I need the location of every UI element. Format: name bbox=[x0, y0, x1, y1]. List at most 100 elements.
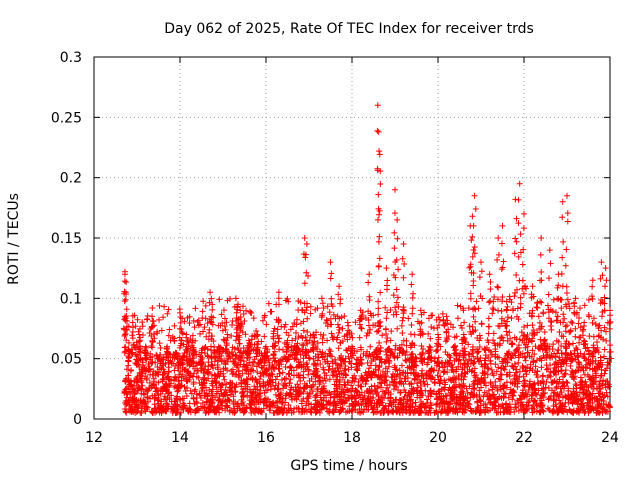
data-point bbox=[123, 375, 130, 382]
data-point bbox=[165, 357, 172, 364]
data-point bbox=[158, 409, 165, 416]
data-point bbox=[577, 366, 584, 373]
data-point bbox=[590, 333, 597, 340]
data-point bbox=[257, 396, 264, 403]
data-point bbox=[495, 307, 502, 314]
y-tick-label: 0.1 bbox=[60, 291, 82, 307]
data-point bbox=[245, 349, 252, 356]
data-point bbox=[481, 345, 488, 352]
data-point bbox=[393, 311, 400, 318]
data-point bbox=[376, 148, 383, 155]
data-point bbox=[295, 298, 302, 305]
data-point bbox=[403, 357, 410, 364]
data-point bbox=[352, 401, 359, 408]
data-point bbox=[253, 405, 260, 412]
data-point bbox=[287, 376, 294, 383]
data-point bbox=[427, 335, 434, 342]
data-point bbox=[564, 218, 571, 225]
data-point bbox=[161, 407, 168, 414]
data-point bbox=[338, 399, 345, 406]
data-point bbox=[478, 268, 485, 275]
data-point bbox=[305, 273, 312, 280]
data-point bbox=[395, 266, 402, 273]
data-point bbox=[221, 307, 228, 314]
data-point bbox=[456, 356, 463, 363]
data-point bbox=[521, 339, 528, 346]
data-point bbox=[177, 319, 184, 326]
data-point bbox=[574, 354, 581, 361]
data-point bbox=[540, 394, 547, 401]
data-point bbox=[455, 357, 462, 364]
data-point bbox=[254, 379, 261, 386]
data-point bbox=[286, 380, 293, 387]
data-point bbox=[411, 331, 418, 338]
data-point bbox=[337, 300, 344, 307]
data-point bbox=[395, 303, 402, 310]
data-point bbox=[209, 306, 216, 313]
data-point bbox=[562, 399, 569, 406]
data-point bbox=[247, 368, 254, 375]
data-point bbox=[328, 295, 335, 302]
data-point bbox=[123, 337, 130, 344]
data-point bbox=[312, 306, 319, 313]
data-point bbox=[560, 238, 567, 245]
data-point bbox=[503, 408, 510, 415]
data-point bbox=[523, 407, 530, 414]
data-point bbox=[569, 320, 576, 327]
data-point bbox=[349, 385, 356, 392]
data-point bbox=[379, 402, 386, 409]
data-point bbox=[165, 332, 172, 339]
data-point bbox=[507, 379, 514, 386]
data-point bbox=[589, 366, 596, 373]
data-point bbox=[445, 376, 452, 383]
data-point bbox=[447, 354, 454, 361]
data-point bbox=[365, 368, 372, 375]
data-point bbox=[138, 385, 145, 392]
data-point bbox=[602, 265, 609, 272]
data-point bbox=[526, 398, 533, 405]
data-point bbox=[520, 393, 527, 400]
data-point bbox=[477, 354, 484, 361]
data-point bbox=[344, 379, 351, 386]
data-point bbox=[295, 384, 302, 391]
data-point bbox=[489, 405, 496, 412]
data-point bbox=[321, 375, 328, 382]
data-point bbox=[224, 334, 231, 341]
data-point bbox=[260, 378, 267, 385]
data-point bbox=[188, 390, 195, 397]
data-point bbox=[154, 397, 161, 404]
data-point bbox=[596, 322, 603, 329]
data-point bbox=[337, 356, 344, 363]
data-point bbox=[136, 348, 143, 355]
data-point bbox=[513, 366, 520, 373]
data-point bbox=[155, 368, 162, 375]
data-point bbox=[270, 399, 277, 406]
data-point bbox=[268, 308, 275, 315]
data-point bbox=[469, 367, 476, 374]
data-point bbox=[239, 363, 246, 370]
data-point bbox=[471, 380, 478, 387]
data-point bbox=[335, 345, 342, 352]
data-point bbox=[239, 406, 246, 413]
data-point bbox=[547, 260, 554, 267]
data-point bbox=[317, 394, 324, 401]
data-point bbox=[512, 404, 519, 411]
data-point bbox=[184, 378, 191, 385]
data-point bbox=[378, 356, 385, 363]
data-point bbox=[228, 332, 235, 339]
data-point bbox=[181, 383, 188, 390]
data-point bbox=[487, 278, 494, 285]
data-point bbox=[442, 348, 449, 355]
data-point bbox=[550, 296, 557, 303]
data-point bbox=[545, 291, 552, 298]
data-point bbox=[257, 370, 264, 377]
data-point bbox=[136, 325, 143, 332]
data-point bbox=[577, 374, 584, 381]
data-point bbox=[349, 334, 356, 341]
data-point bbox=[520, 378, 527, 385]
data-point bbox=[344, 331, 351, 338]
data-point bbox=[467, 290, 474, 297]
data-point bbox=[353, 387, 360, 394]
data-point bbox=[246, 386, 253, 393]
data-point bbox=[528, 313, 535, 320]
